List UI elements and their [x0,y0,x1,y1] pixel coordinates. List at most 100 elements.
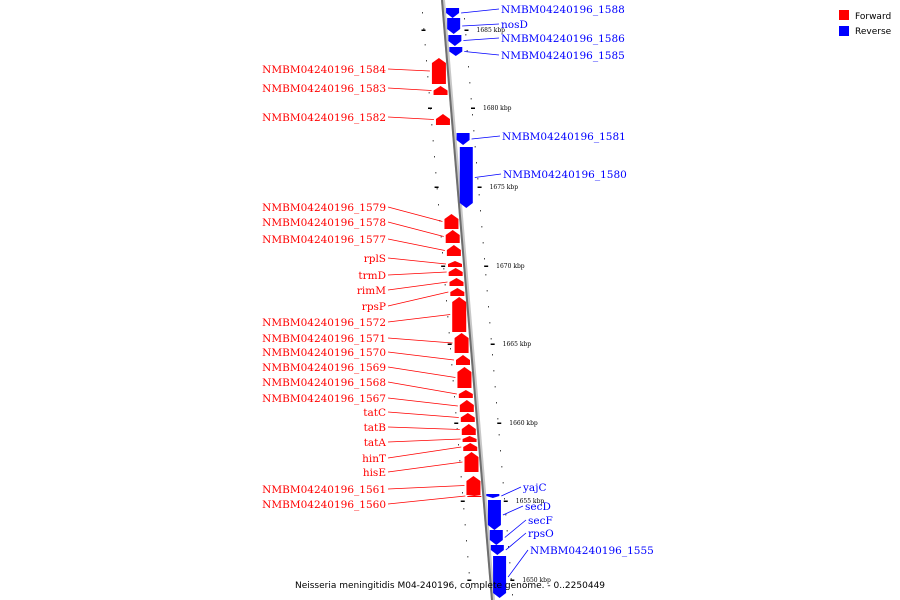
scale-dot [470,98,472,100]
gene-arrow-NMBM04240196_1580[interactable] [459,147,473,208]
label-leader [387,238,445,251]
gene-arrow-NMBM04240196_1581[interactable] [456,133,470,145]
gene-label-NMBM04240196_1555[interactable]: NMBM04240196_1555 [530,545,654,557]
gene-arrow-NMBM04240196_1577[interactable] [446,245,461,256]
gene-arrow-NMBM04240196_1583[interactable] [433,86,448,95]
gene-label-secD[interactable]: secD [525,501,551,513]
gene-label-NMBM04240196_1585[interactable]: NMBM04240196_1585 [501,50,625,62]
scale-dot [481,226,483,228]
gene-arrow-NMBM04240196_1560[interactable] [467,495,482,497]
label-leader [501,486,522,497]
gene-arrow-NMBM04240196_1568[interactable] [458,390,473,398]
scale-dot [474,146,476,148]
label-leader [387,271,447,276]
gene-label-NMBM04240196_1561[interactable]: NMBM04240196_1561 [262,484,386,496]
gene-label-NMBM04240196_1560[interactable]: NMBM04240196_1560 [262,499,386,511]
gene-arrow-NMBM04240196_1570[interactable] [456,355,470,365]
scale-dot [466,50,468,52]
gene-label-NMBM04240196_1572[interactable]: NMBM04240196_1572 [262,317,386,329]
gene-arrow-tatB[interactable] [461,424,476,435]
gene-arrow-rimM[interactable] [449,278,464,286]
gene-label-tatB[interactable]: tatB [364,422,387,434]
gene-arrow-NMBM04240196_1579[interactable] [444,214,459,229]
gene-label-rimM[interactable]: rimM [357,285,386,297]
gene-label-rpsO[interactable]: rpsO [528,528,554,540]
gene-arrow-rpsP[interactable] [450,288,465,296]
gene-arrow-rpsO[interactable] [490,545,504,555]
scale-dot [424,44,426,46]
gene-arrow-NMBM04240196_1561[interactable] [466,476,481,495]
legend-swatch-reverse [839,26,849,36]
gene-arrow-NMBM04240196_1588[interactable] [446,8,460,18]
gene-arrow-rplS[interactable] [448,261,462,267]
scale-dot [464,524,466,526]
gene-arrow-yajC[interactable] [486,494,500,498]
gene-arrow-NMBM04240196_1569[interactable] [457,367,472,388]
gene-arrow-NMBM04240196_1578[interactable] [445,230,460,243]
gene-arrow-NMBM04240196_1585[interactable] [449,47,463,56]
gene-arrow-NMBM04240196_1572[interactable] [452,297,467,332]
gene-label-NMBM04240196_1582[interactable]: NMBM04240196_1582 [262,112,386,124]
scale-dot [462,492,463,494]
scale-dot [468,66,469,68]
scale-dot [477,178,479,180]
gene-label-trmD[interactable]: trmD [358,270,386,282]
gene-label-NMBM04240196_1579[interactable]: NMBM04240196_1579 [262,202,386,214]
gene-arrow-tatC[interactable] [460,413,475,422]
gene-label-NMBM04240196_1568[interactable]: NMBM04240196_1568 [262,377,386,389]
gene-arrow-nosD[interactable] [447,18,461,34]
gene-label-NMBM04240196_1581[interactable]: NMBM04240196_1581 [502,131,626,143]
label-leader [387,337,453,344]
gene-label-rplS[interactable]: rplS [364,253,386,265]
scale-dot [442,252,443,254]
gene-arrow-NMBM04240196_1571[interactable] [454,333,469,353]
scale-dot [455,412,457,414]
gene-label-NMBM04240196_1577[interactable]: NMBM04240196_1577 [262,234,386,246]
gene-arrow-secF[interactable] [489,530,503,545]
gene-arrow-NMBM04240196_1555[interactable] [493,556,507,598]
gene-label-NMBM04240196_1571[interactable]: NMBM04240196_1571 [262,333,386,345]
gene-label-yajC[interactable]: yajC [522,482,546,494]
scale-dot [465,34,467,36]
gene-arrow-NMBM04240196_1584[interactable] [431,58,446,84]
gene-arrow-trmD[interactable] [448,268,463,276]
scale-dot [460,476,462,478]
gene-label-NMBM04240196_1584[interactable]: NMBM04240196_1584 [262,64,386,76]
label-leader [387,68,430,72]
gene-label-NMBM04240196_1567[interactable]: NMBM04240196_1567 [262,393,386,405]
scale-dot [456,428,458,430]
label-leader [387,116,434,120]
gene-arrow-NMBM04240196_1582[interactable] [435,114,450,125]
gene-arrow-secD[interactable] [487,500,501,530]
gene-arrow-hinT[interactable] [463,443,478,451]
gene-arrow-hisE[interactable] [464,452,479,472]
gene-label-NMBM04240196_1580[interactable]: NMBM04240196_1580 [503,169,627,181]
gene-label-NMBM04240196_1588[interactable]: NMBM04240196_1588 [501,4,625,16]
gene-label-rpsP[interactable]: rpsP [362,301,386,313]
gene-label-NMBM04240196_1570[interactable]: NMBM04240196_1570 [262,347,386,359]
label-leader [462,23,500,27]
tick-mark-left [434,186,439,188]
gene-label-tatC[interactable]: tatC [363,407,386,419]
label-leader [387,351,455,361]
gene-label-hisE[interactable]: hisE [363,467,386,479]
label-leader [387,411,459,418]
scale-dot [427,76,429,78]
gene-arrow-NMBM04240196_1586[interactable] [448,35,462,46]
gene-arrow-tatA[interactable] [462,436,477,442]
gene-label-nosD[interactable]: nosD [501,19,528,31]
gene-label-NMBM04240196_1569[interactable]: NMBM04240196_1569 [262,362,386,374]
scale-dot [451,364,453,366]
gene-label-NMBM04240196_1583[interactable]: NMBM04240196_1583 [262,83,386,95]
gene-label-NMBM04240196_1586[interactable]: NMBM04240196_1586 [501,33,625,45]
scale-dot [478,194,480,196]
gene-label-hinT[interactable]: hinT [362,453,386,465]
gene-label-tatA[interactable]: tatA [364,437,387,449]
gene-label-NMBM04240196_1578[interactable]: NMBM04240196_1578 [262,217,386,229]
gene-arrow-NMBM04240196_1567[interactable] [459,400,474,412]
label-leader [387,206,443,222]
scale-dot [472,114,473,116]
tick-label: 1660 kbp [509,420,538,427]
gene-label-secF[interactable]: secF [528,515,553,527]
label-leader [387,426,460,430]
